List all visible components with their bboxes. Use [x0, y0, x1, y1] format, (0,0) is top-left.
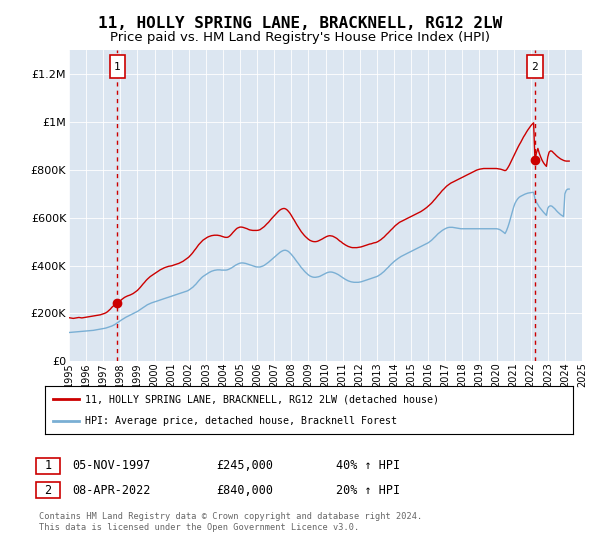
Text: 1: 1	[114, 62, 121, 72]
Text: 11, HOLLY SPRING LANE, BRACKNELL, RG12 2LW (detached house): 11, HOLLY SPRING LANE, BRACKNELL, RG12 2…	[85, 394, 439, 404]
Text: 20% ↑ HPI: 20% ↑ HPI	[336, 483, 400, 497]
Text: 11, HOLLY SPRING LANE, BRACKNELL, RG12 2LW: 11, HOLLY SPRING LANE, BRACKNELL, RG12 2…	[98, 16, 502, 31]
Text: £840,000: £840,000	[216, 483, 273, 497]
Text: 1: 1	[44, 459, 52, 473]
Text: HPI: Average price, detached house, Bracknell Forest: HPI: Average price, detached house, Brac…	[85, 416, 397, 426]
Text: 05-NOV-1997: 05-NOV-1997	[72, 459, 151, 473]
Text: 2: 2	[532, 62, 538, 72]
Text: Price paid vs. HM Land Registry's House Price Index (HPI): Price paid vs. HM Land Registry's House …	[110, 31, 490, 44]
Text: £245,000: £245,000	[216, 459, 273, 473]
Text: 40% ↑ HPI: 40% ↑ HPI	[336, 459, 400, 473]
Text: 2: 2	[44, 483, 52, 497]
Text: Contains HM Land Registry data © Crown copyright and database right 2024.
This d: Contains HM Land Registry data © Crown c…	[39, 512, 422, 532]
FancyBboxPatch shape	[527, 55, 542, 78]
Text: 08-APR-2022: 08-APR-2022	[72, 483, 151, 497]
FancyBboxPatch shape	[110, 55, 125, 78]
